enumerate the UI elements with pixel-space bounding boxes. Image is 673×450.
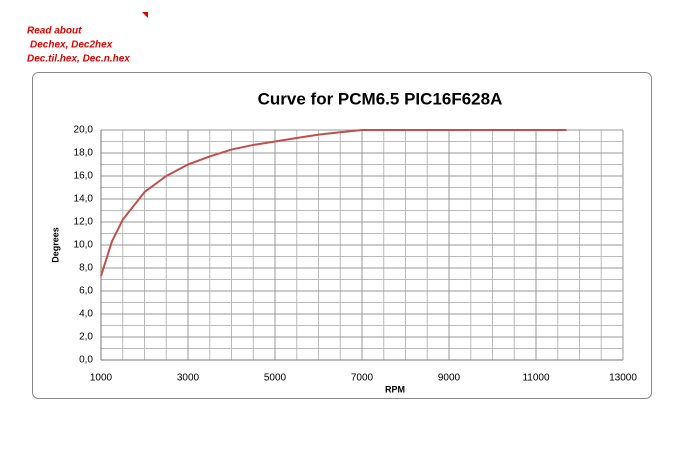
chart-title: Curve for PCM6.5 PIC16F628A — [258, 89, 503, 108]
y-tick-label: 6,0 — [79, 286, 93, 297]
x-tick-label: 13000 — [609, 373, 637, 384]
note: Dechex, Dec2hex — [30, 40, 113, 51]
y-tick-label: 16,0 — [74, 171, 94, 182]
comment-marker — [142, 12, 148, 18]
y-axis-label: Degrees — [50, 227, 60, 263]
note: Read about — [27, 26, 82, 37]
x-tick-label: 9000 — [438, 373, 461, 384]
y-tick-label: 20,0 — [74, 125, 94, 136]
y-tick-label: 0,0 — [79, 355, 93, 366]
x-tick-label: 11000 — [522, 373, 550, 384]
x-tick-label: 7000 — [351, 373, 374, 384]
y-tick-label: 2,0 — [79, 332, 93, 343]
y-tick-label: 10,0 — [74, 240, 94, 251]
curve — [100, 129, 567, 277]
chart-frame — [32, 72, 652, 399]
x-tick-label: 1000 — [90, 373, 113, 384]
x-axis-label: RPM — [385, 384, 405, 394]
y-tick-label: 18,0 — [74, 148, 94, 159]
y-tick-label: 12,0 — [74, 217, 94, 228]
y-tick-label: 8,0 — [79, 263, 93, 274]
y-tick-label: 14,0 — [74, 194, 94, 205]
note: Dec.til.hex, Dec.n.hex — [27, 54, 130, 65]
x-tick-label: 3000 — [177, 373, 200, 384]
x-tick-label: 5000 — [264, 373, 287, 384]
y-tick-label: 4,0 — [79, 309, 93, 320]
